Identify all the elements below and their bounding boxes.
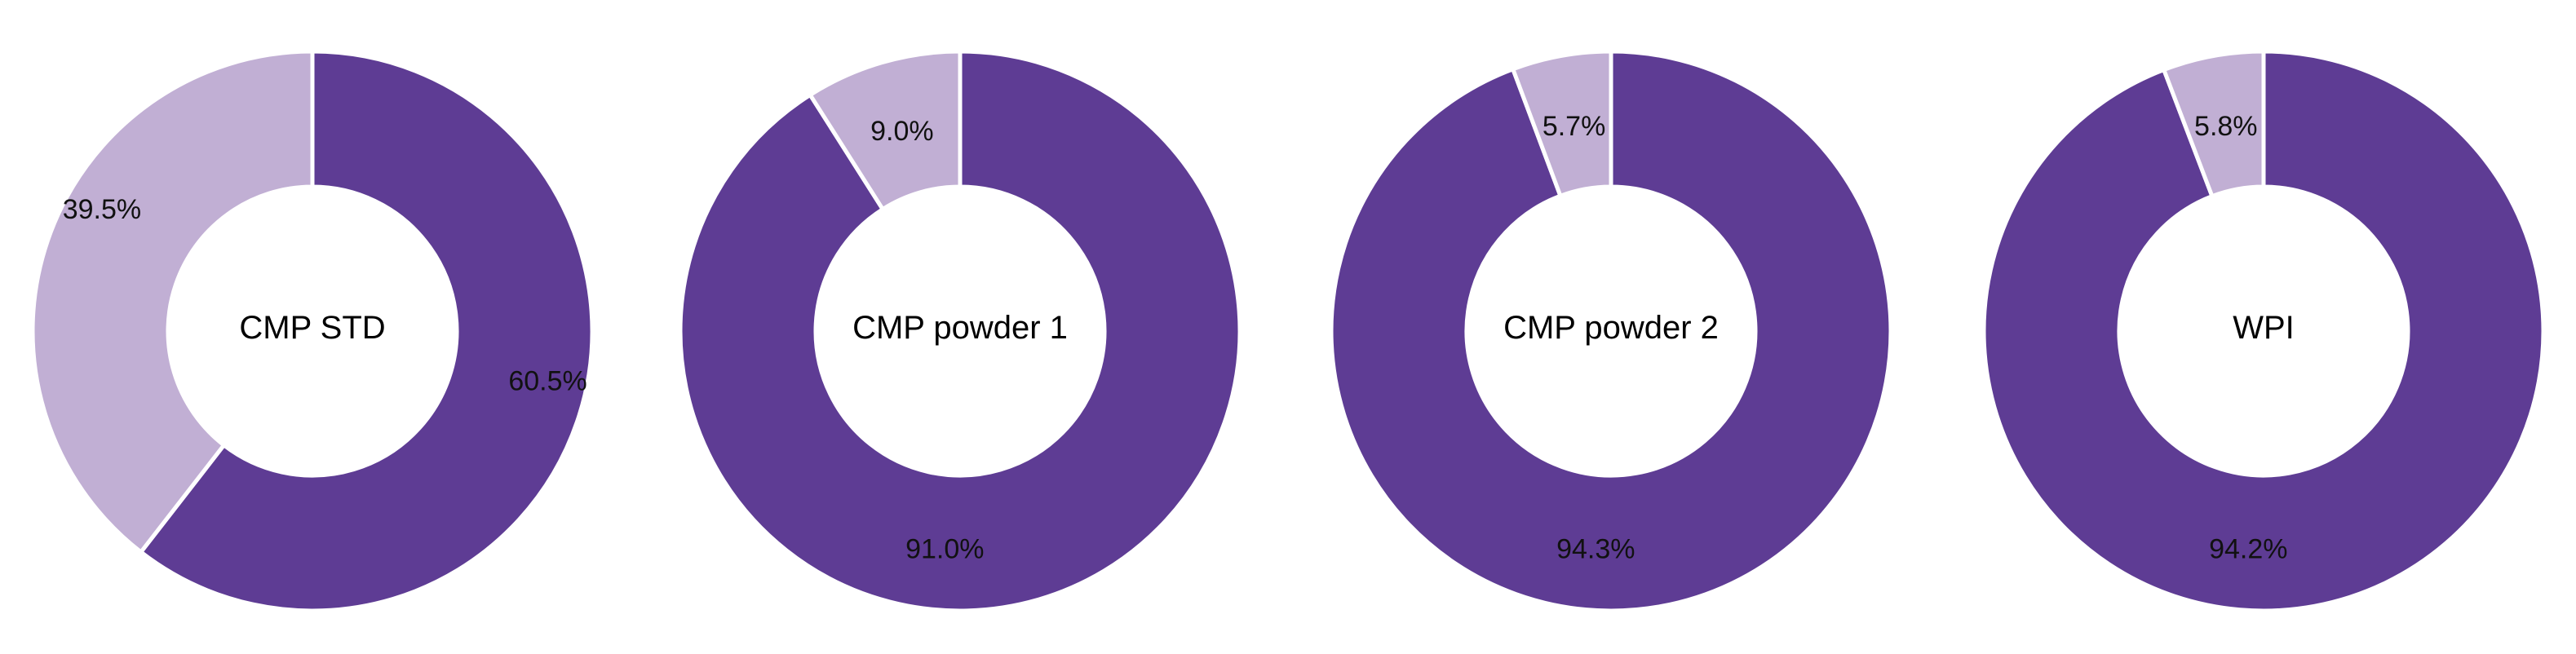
slice-data-label: 94.3% xyxy=(1556,533,1635,564)
slice-data-label: 60.5% xyxy=(508,365,586,396)
slice-data-label: 39.5% xyxy=(63,194,141,225)
slice-data-label: 94.2% xyxy=(2209,533,2287,564)
donut-slice-major xyxy=(678,49,1242,613)
slice-data-label: 5.7% xyxy=(1543,111,1606,142)
donut-slice-major xyxy=(138,49,595,613)
donut-slice-minor xyxy=(30,49,315,555)
donut-center-label: CMP powder 1 xyxy=(852,310,1068,346)
slice-data-label: 91.0% xyxy=(905,533,984,564)
donut-slice-minor xyxy=(807,49,963,213)
donut-slice-major xyxy=(1981,49,2546,613)
donut-slice-major xyxy=(1329,49,1893,613)
donut-center-label: CMP powder 2 xyxy=(1503,310,1719,346)
donut-center-label: CMP STD xyxy=(239,310,385,346)
slice-data-label: 5.8% xyxy=(2194,111,2258,142)
donut-slice-minor xyxy=(2161,49,2266,199)
donut-chart-2: 91.0% 9.0% CMP powder 1 xyxy=(678,49,1242,613)
slice-data-label: 9.0% xyxy=(870,116,934,147)
donut-center-label: WPI xyxy=(2233,310,2295,346)
donut-chart-3: 94.3% 5.7% CMP powder 2 xyxy=(1329,49,1893,613)
donut-slice-minor xyxy=(1510,49,1613,199)
donut-chart-4: 94.2% 5.8% WPI xyxy=(1981,49,2546,613)
donut-chart-1: 60.5% 39.5% CMP STD xyxy=(30,49,595,613)
